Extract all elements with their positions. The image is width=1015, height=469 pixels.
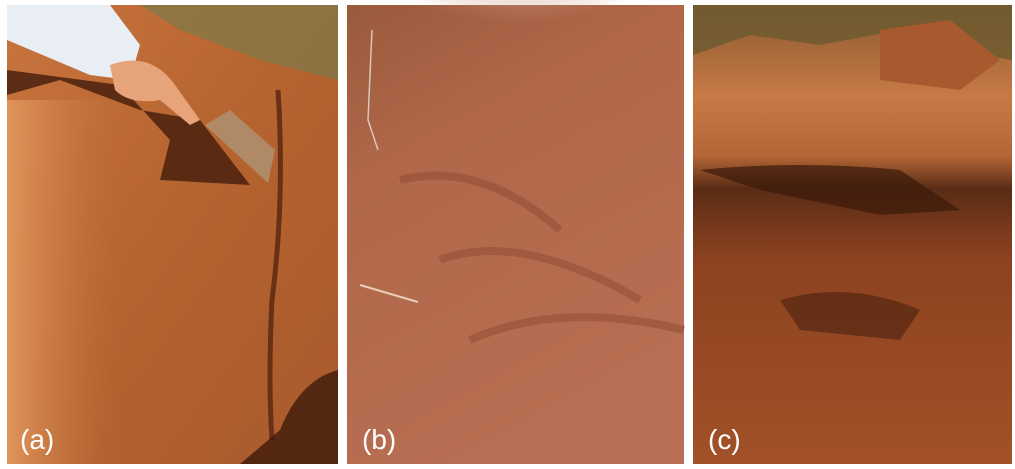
crack (700, 165, 960, 215)
texture (399, 171, 685, 344)
panel-label: (a) (20, 424, 54, 455)
groove (267, 89, 283, 441)
hand (110, 60, 200, 125)
panel-a: (a) (7, 5, 338, 464)
sunlit-area (380, 0, 660, 95)
panel-c: (c) (693, 5, 1012, 464)
clod (880, 20, 1000, 90)
root (367, 29, 379, 151)
grass (140, 5, 338, 80)
sleeve (7, 5, 140, 80)
leaf-litter (693, 5, 1012, 60)
panel-label: (b) (362, 424, 396, 455)
shadow (7, 70, 250, 185)
pores (780, 292, 920, 340)
root (359, 284, 419, 303)
panel-label: (c) (708, 424, 741, 455)
panel-b: (b) (347, 0, 685, 464)
shadow (240, 370, 338, 464)
light-area (7, 100, 117, 464)
trowel (205, 110, 275, 183)
